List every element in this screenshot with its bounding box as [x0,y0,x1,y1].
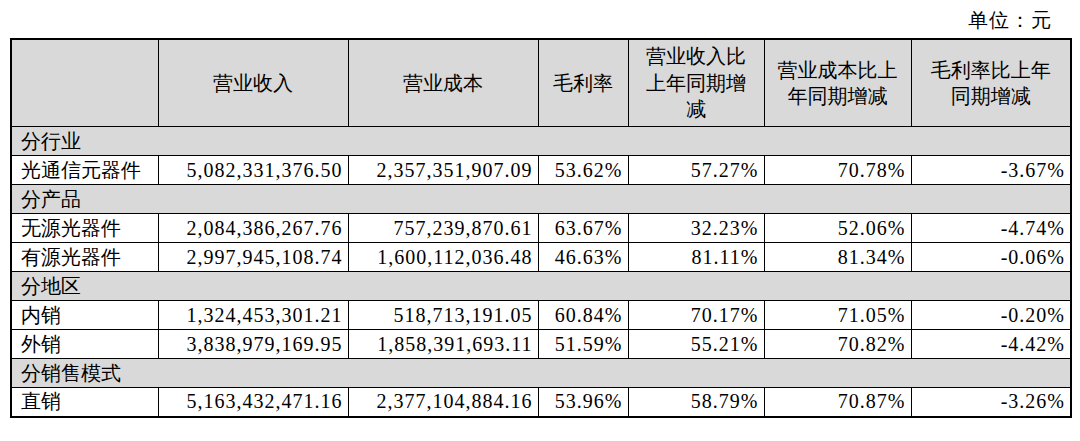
table-row: 无源光器件2,084,386,267.76757,239,870.6163.67… [11,214,1071,243]
table-row: 直销5,163,432,471.162,377,104,884.1653.96%… [11,388,1071,417]
cell-value: 60.84% [538,301,628,330]
column-header-cost: 营业成本 [348,39,538,127]
section-header-row: 分行业 [11,127,1071,156]
cell-value: 81.34% [764,243,911,272]
row-label: 外销 [11,330,158,359]
cell-value: -0.06% [911,243,1071,272]
cell-value: 63.67% [538,214,628,243]
cell-value: 5,082,331,376.50 [158,156,348,185]
table-row: 外销3,838,979,169.951,858,391,693.1151.59%… [11,330,1071,359]
cell-value: -4.74% [911,214,1071,243]
column-header-cost-yoy: 营业成本比上年同期增减 [764,39,911,127]
cell-value: 55.21% [628,330,764,359]
cell-value: 70.82% [764,330,911,359]
cell-value: 81.11% [628,243,764,272]
table-row: 光通信元器件5,082,331,376.502,357,351,907.0953… [11,156,1071,185]
row-label: 直销 [11,388,158,417]
table-row: 有源光器件2,997,945,108.741,600,112,036.4846.… [11,243,1071,272]
cell-value: 71.05% [764,301,911,330]
cell-value: 757,239,870.61 [348,214,538,243]
column-header-revenue-yoy: 营业收入比上年同期增减 [628,39,764,127]
section-header-row: 分销售模式 [11,359,1071,388]
document-page: 单位：元 营业收入 营业成本 毛利率 营业收入比上年同期增减 营业成本比上年同期… [0,0,1080,441]
table-row: 内销1,324,453,301.21518,713,191.0560.84%70… [11,301,1071,330]
cell-value: 58.79% [628,388,764,417]
section-title: 分行业 [11,127,1071,156]
section-header-row: 分产品 [11,185,1071,214]
section-title: 分销售模式 [11,359,1071,388]
cell-value: 53.96% [538,388,628,417]
cell-value: 5,163,432,471.16 [158,388,348,417]
cell-value: 2,084,386,267.76 [158,214,348,243]
cell-value: 518,713,191.05 [348,301,538,330]
unit-label: 单位：元 [968,7,1052,34]
financial-breakdown-table: 营业收入 营业成本 毛利率 营业收入比上年同期增减 营业成本比上年同期增减 毛利… [10,38,1072,418]
cell-value: 1,600,112,036.48 [348,243,538,272]
row-label: 有源光器件 [11,243,158,272]
column-header-revenue: 营业收入 [158,39,348,127]
section-title: 分产品 [11,185,1071,214]
row-label: 内销 [11,301,158,330]
row-label: 无源光器件 [11,214,158,243]
cell-value: 70.87% [764,388,911,417]
cell-value: 1,858,391,693.11 [348,330,538,359]
column-header-blank [11,39,158,127]
column-header-revenue-yoy-text: 营业收入比上年同期增减 [644,43,748,122]
header-row: 营业收入 营业成本 毛利率 营业收入比上年同期增减 营业成本比上年同期增减 毛利… [11,39,1071,127]
cell-value: 52.06% [764,214,911,243]
cell-value: 3,838,979,169.95 [158,330,348,359]
cell-value: 57.27% [628,156,764,185]
cell-value: 2,357,351,907.09 [348,156,538,185]
column-header-cost-yoy-text: 营业成本比上年同期增减 [775,57,901,110]
cell-value: -0.20% [911,301,1071,330]
column-header-gross-margin-yoy-text: 毛利率比上年同期增减 [928,57,1054,110]
row-label: 光通信元器件 [11,156,158,185]
section-header-row: 分地区 [11,272,1071,301]
cell-value: -4.42% [911,330,1071,359]
cell-value: 32.23% [628,214,764,243]
cell-value: 2,377,104,884.16 [348,388,538,417]
cell-value: 70.17% [628,301,764,330]
table-header: 营业收入 营业成本 毛利率 营业收入比上年同期增减 营业成本比上年同期增减 毛利… [11,39,1071,127]
cell-value: -3.26% [911,388,1071,417]
cell-value: 70.78% [764,156,911,185]
cell-value: -3.67% [911,156,1071,185]
cell-value: 46.63% [538,243,628,272]
cell-value: 53.62% [538,156,628,185]
cell-value: 2,997,945,108.74 [158,243,348,272]
column-header-gross-margin: 毛利率 [538,39,628,127]
table-body: 分行业光通信元器件5,082,331,376.502,357,351,907.0… [11,127,1071,417]
cell-value: 1,324,453,301.21 [158,301,348,330]
column-header-gross-margin-yoy: 毛利率比上年同期增减 [911,39,1071,127]
cell-value: 51.59% [538,330,628,359]
section-title: 分地区 [11,272,1071,301]
